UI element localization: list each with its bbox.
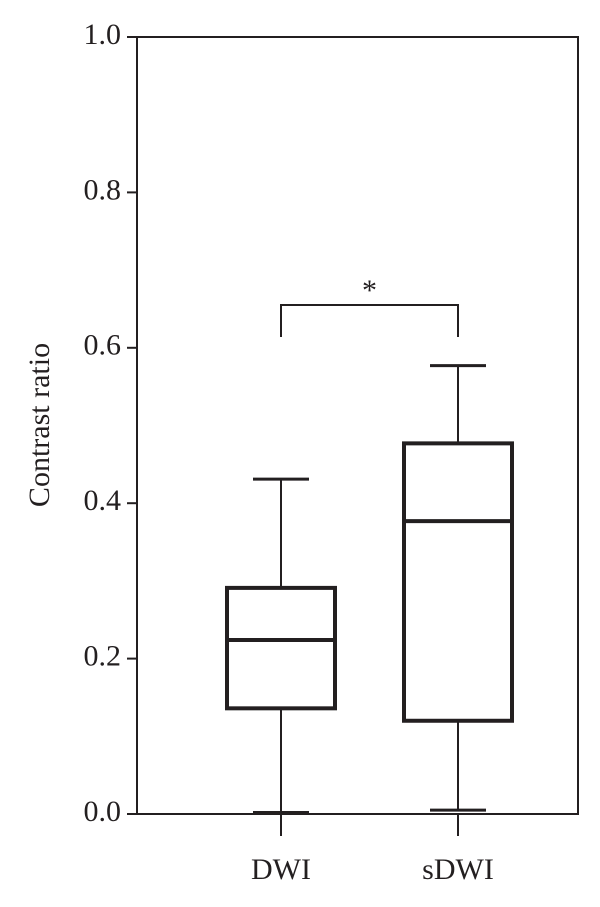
y-tick-label: 0.2 [84,639,122,672]
x-tick-label: sDWI [422,853,494,886]
significance-label: * [362,274,377,307]
y-tick-label: 0.8 [84,173,122,206]
x-tick-label: DWI [251,853,311,886]
y-tick-label: 0.0 [84,795,122,828]
box [225,585,337,711]
significance-bracket [280,304,459,337]
y-axis-label: Contrast ratio [23,343,56,507]
y-tick-label: 0.6 [84,329,122,362]
box [402,441,514,723]
y-tick-label: 0.4 [84,484,122,517]
plot-frame [136,36,579,815]
y-tick-label: 1.0 [84,18,122,51]
